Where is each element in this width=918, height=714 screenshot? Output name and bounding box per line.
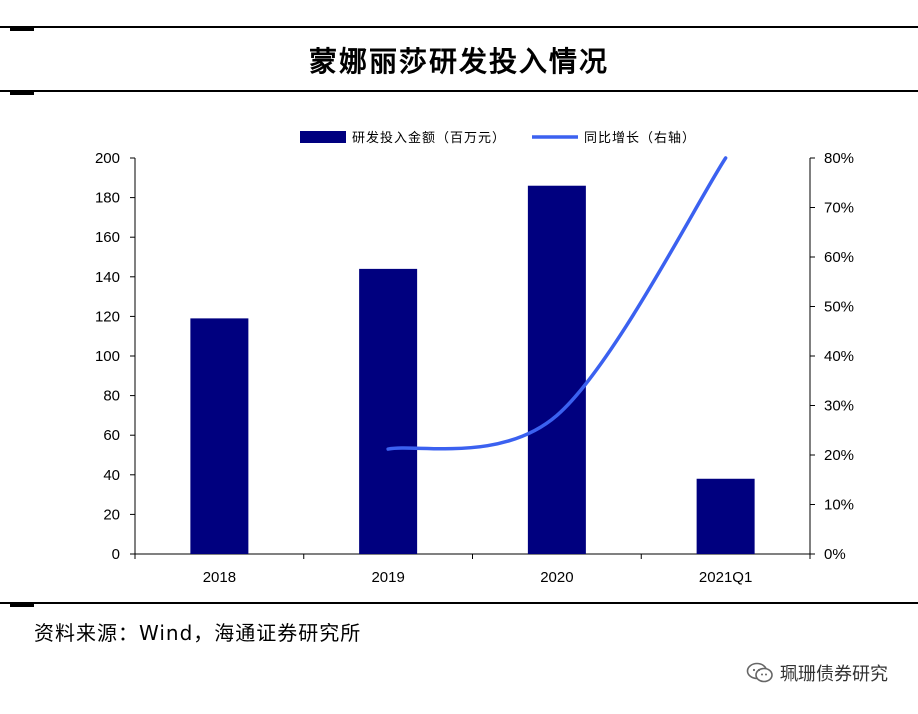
x-tick-label: 2020 <box>540 569 573 586</box>
bar-2020 <box>527 185 586 554</box>
bottom-rule <box>0 602 918 604</box>
legend-bar-swatch <box>300 131 346 143</box>
y-right-tick-label: 30% <box>824 398 854 415</box>
chart: 0 20 40 60 80 100 120 140 160 180 200 0% 10% 20% 30% 40… <box>95 130 854 586</box>
y-left-tick-label: 160 <box>95 229 120 246</box>
legend-bar-label: 研发投入金额（百万元） <box>352 130 506 145</box>
bar-2021Q1 <box>696 478 755 554</box>
top-rule-marker <box>10 28 34 31</box>
top-rule <box>0 26 918 28</box>
y-left-tick-label: 180 <box>95 190 120 207</box>
title-rule <box>0 90 918 92</box>
bar-2019 <box>359 268 418 554</box>
watermark-text: 珮珊债券研究 <box>780 664 888 685</box>
y-right-tick-label: 20% <box>824 447 854 464</box>
watermark: 珮珊债券研究 <box>746 660 888 686</box>
y-left-tick-label: 0 <box>112 546 120 563</box>
y-left-tick-label: 100 <box>95 348 120 365</box>
y-left-tick-label: 20 <box>103 506 120 523</box>
source-note: 资料来源：Wind，海通证券研究所 <box>34 621 362 645</box>
y-left-tick-label: 120 <box>95 308 120 325</box>
y-left-tick-label: 60 <box>103 427 120 444</box>
bottom-rule-marker <box>10 604 34 607</box>
y-right-tick-label: 70% <box>824 200 854 217</box>
y-left-tick-label: 40 <box>103 467 120 484</box>
legend-line-label: 同比增长（右轴） <box>584 130 696 145</box>
x-tick-label: 2018 <box>203 569 236 586</box>
line-series-yoy-growth <box>386 156 728 451</box>
y-right-tick-label: 10% <box>824 497 854 514</box>
bar-2018 <box>190 318 249 554</box>
title-rule-marker <box>10 92 34 95</box>
y-left-tick-label: 80 <box>103 388 120 405</box>
y-right-tick-label: 40% <box>824 348 854 365</box>
chart-title: 蒙娜丽莎研发投入情况 <box>308 45 609 78</box>
x-tick-label: 2021Q1 <box>699 569 752 586</box>
y-left-tick-label: 200 <box>95 150 120 167</box>
y-left-tick-label: 140 <box>95 269 120 286</box>
y-right-tick-label: 80% <box>824 150 854 167</box>
y-right-tick-label: 60% <box>824 249 854 266</box>
y-right-tick-label: 50% <box>824 299 854 316</box>
y-right-tick-label: 0% <box>824 546 846 563</box>
wechat-icon <box>746 662 773 683</box>
x-tick-label: 2019 <box>371 569 404 586</box>
